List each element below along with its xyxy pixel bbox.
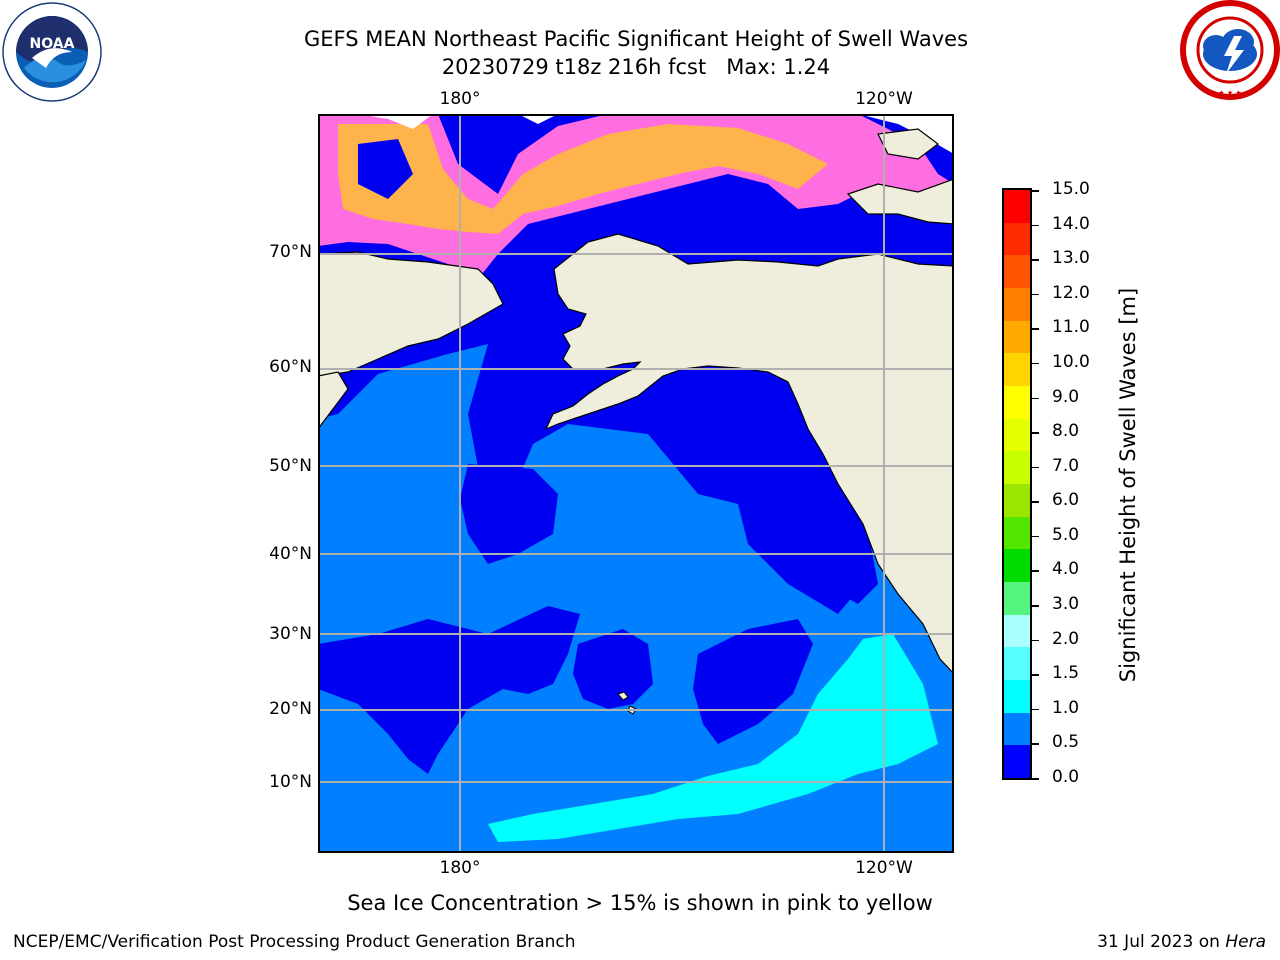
colorbar-segment <box>1004 745 1030 778</box>
colorbar-tick-mark <box>1032 743 1039 745</box>
colorbar-tick-label: 15.0 <box>1052 179 1090 199</box>
colorbar <box>1002 188 1032 780</box>
lon-label-top-120w: 120°W <box>855 89 913 109</box>
colorbar-tick-label: 11.0 <box>1052 317 1090 338</box>
map-panel <box>318 114 954 853</box>
colorbar-tick-mark <box>1032 501 1039 503</box>
land-arctic-islands <box>846 178 954 225</box>
land-arctic-island-2 <box>877 128 939 160</box>
colorbar-segment <box>1004 190 1030 224</box>
noaa-logo-text: NOAA <box>29 36 75 52</box>
map-gridlines <box>318 114 954 853</box>
nws-logo-graphic: ★ ★ ★ <box>1180 0 1280 100</box>
colorbar-tick-mark <box>1032 778 1039 780</box>
land-kamchatka <box>318 371 349 430</box>
colorbar-segment <box>1004 614 1030 648</box>
lat-label-30n: 30°N <box>269 624 312 644</box>
colorbar-segment <box>1004 516 1030 550</box>
lon-label-top-180: 180° <box>439 89 481 109</box>
footer-host: Hera <box>1225 932 1266 952</box>
colorbar-segment <box>1004 418 1030 452</box>
colorbar-tick-mark <box>1032 605 1039 607</box>
colorbar-tick-label: 1.5 <box>1052 663 1080 684</box>
colorbar-tick-label: 4.0 <box>1052 559 1080 580</box>
colorbar-segment <box>1004 451 1030 485</box>
colorbar-tick-label: 14.0 <box>1052 213 1090 234</box>
low-swell-hawaii <box>573 629 653 709</box>
sea-ice-caption: Sea Ice Concentration > 15% is shown in … <box>347 891 933 915</box>
colorbar-tick-mark <box>1032 708 1039 711</box>
colorbar-tick-label: 12.0 <box>1052 282 1090 303</box>
colorbar-tick-mark <box>1032 293 1039 296</box>
colorbar-tick-mark <box>1032 259 1039 261</box>
map-border <box>318 114 954 853</box>
colorbar-segment <box>1004 484 1030 518</box>
colorbar-tick-mark <box>1032 362 1039 365</box>
lat-label-40n: 40°N <box>269 544 312 564</box>
colorbar-tick-label: 7.0 <box>1052 455 1080 476</box>
colorbar-segment <box>1004 647 1030 681</box>
noaa-logo-graphic <box>2 2 102 102</box>
svg-text:★ ★ ★: ★ ★ ★ <box>1218 89 1241 97</box>
colorbar-tick-mark <box>1032 639 1039 642</box>
colorbar-segment <box>1004 255 1030 289</box>
colorbar-tick-mark <box>1032 397 1039 400</box>
colorbar-tick-label: 9.0 <box>1052 386 1080 407</box>
colorbar-tick-label: 0.5 <box>1052 732 1080 753</box>
colorbar-tick-label: 13.0 <box>1052 248 1090 269</box>
colorbar-tick-label: 0.0 <box>1052 767 1080 787</box>
low-swell-subtropical <box>318 606 580 774</box>
colorbar-tick-label: 2.0 <box>1052 628 1080 649</box>
lat-label-10n: 10°N <box>269 772 312 792</box>
sea-ice-white <box>318 114 954 154</box>
lon-label-bottom-180: 180° <box>439 858 481 878</box>
colorbar-segment <box>1004 386 1030 420</box>
colorbar-segment <box>1004 320 1030 354</box>
swell-high-southeast <box>488 634 938 842</box>
colorbar-tick-label: 8.0 <box>1052 421 1080 442</box>
colorbar-tick-mark <box>1032 190 1039 192</box>
colorbar-segment <box>1004 222 1030 256</box>
colorbar-title: Significant Height of Swell Waves [m] <box>1116 287 1140 683</box>
colorbar-tick-mark <box>1032 224 1039 227</box>
colorbar-segment <box>1004 549 1030 583</box>
nws-logo: ★ ★ ★ <box>1180 0 1280 100</box>
colorbar-tick-mark <box>1032 328 1039 330</box>
colorbar-tick-mark <box>1032 466 1039 469</box>
low-swell-coast <box>788 444 878 604</box>
colorbar-tick-label: 6.0 <box>1052 490 1080 511</box>
lat-label-50n: 50°N <box>269 456 312 476</box>
colorbar-tick-label: 10.0 <box>1052 351 1090 372</box>
colorbar-segment <box>1004 582 1030 616</box>
colorbar-segment <box>1004 712 1030 746</box>
lat-label-20n: 20°N <box>269 699 312 719</box>
noaa-logo: NOAA <box>2 2 102 102</box>
chart-title: GEFS MEAN Northeast Pacific Significant … <box>303 27 969 51</box>
footer-right: 31 Jul 2023 on Hera <box>1097 932 1266 952</box>
colorbar-tick-mark <box>1032 674 1039 676</box>
lat-label-60n: 60°N <box>269 357 312 377</box>
ice-gap <box>358 139 758 214</box>
colorbar-segment <box>1004 353 1030 387</box>
footer-left: NCEP/EMC/Verification Post Processing Pr… <box>13 932 576 952</box>
colorbar-tick-mark <box>1032 570 1039 572</box>
colorbar-segment <box>1004 288 1030 322</box>
lon-label-bottom-120w: 120°W <box>855 858 913 878</box>
lat-label-70n: 70°N <box>269 242 312 262</box>
map-canvas <box>318 114 954 853</box>
chart-subtitle: 20230729 t18z 216h fcst Max: 1.24 <box>441 55 831 79</box>
colorbar-tick-label: 1.0 <box>1052 697 1080 718</box>
low-swell-east <box>693 619 813 744</box>
colorbar-tick-mark <box>1032 432 1039 434</box>
colorbar-segment <box>1004 680 1030 714</box>
footer-date: 31 Jul 2023 on <box>1097 932 1226 952</box>
colorbar-tick-label: 5.0 <box>1052 524 1080 545</box>
low-swell-west <box>460 464 558 564</box>
colorbar-tick-mark <box>1032 535 1039 538</box>
colorbar-tick-label: 3.0 <box>1052 594 1080 615</box>
